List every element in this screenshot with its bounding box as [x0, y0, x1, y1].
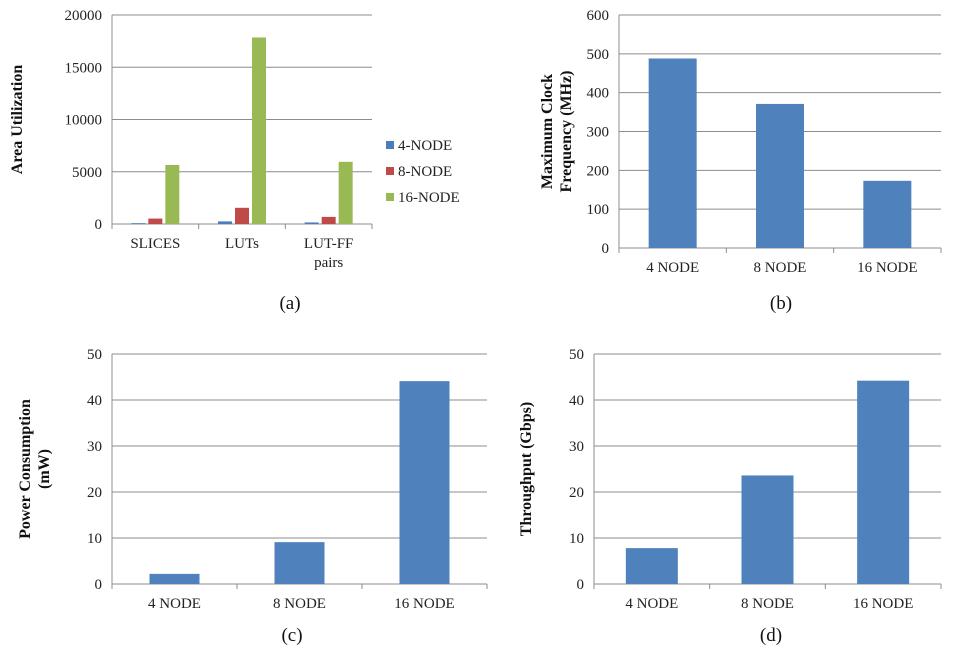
bar-value-2	[399, 381, 450, 584]
y-tick-label: 300	[587, 125, 610, 141]
legend-label: 4-NODE	[398, 138, 452, 154]
x-tick-label: pairs	[314, 255, 343, 271]
legend-label: 16-NODE	[398, 190, 460, 206]
legend-swatch	[386, 193, 394, 201]
y-tick-label: 100	[587, 202, 610, 218]
chart-c: 0 10 20 30 40 50 4 NODE 8 NODE 16 NODE Power Cons…	[17, 347, 488, 646]
chart-d: 0 10 20 30 40 50 4 NODE 8 NODE 16 NODE Throughput…	[518, 347, 942, 646]
x-tick-label: 4 NODE	[625, 596, 678, 612]
y-tick-label: 200	[587, 163, 610, 179]
bar-8-node-1	[235, 207, 249, 224]
x-tick-label: 16 NODE	[853, 596, 913, 612]
bar-value-1	[756, 103, 804, 248]
bar-value-1	[274, 542, 325, 584]
y-tick-label: 0	[602, 241, 610, 257]
y-axis-title: Frequency (MHz)	[558, 71, 575, 193]
y-tick-label: 20	[87, 485, 102, 501]
x-tick-label: 4 NODE	[148, 596, 201, 612]
legend-swatch	[386, 141, 394, 149]
y-tick-label: 400	[587, 86, 610, 102]
y-axis-title: Area Utilization	[9, 65, 26, 175]
y-tick-label: 10	[87, 531, 102, 547]
panel-caption: (a)	[279, 293, 300, 314]
bar-16-node-0	[165, 164, 180, 224]
y-tick-label: 30	[569, 439, 584, 455]
panel-caption: (b)	[770, 293, 792, 314]
y-tick-label: 20	[569, 485, 584, 501]
y-tick-label: 30	[87, 439, 102, 455]
y-tick-label: 5000	[72, 165, 102, 181]
y-tick-label: 40	[569, 393, 584, 409]
x-tick-label: 8 NODE	[754, 260, 807, 276]
chart-a: 0 5000 10000 15000 20000 SLICES LUTs LUT-FF pair…	[9, 8, 460, 314]
y-tick-label: 50	[87, 347, 102, 363]
y-axis-title: Maximum Clock	[539, 74, 556, 189]
y-tick-label: 500	[587, 47, 610, 63]
x-tick-label: 4 NODE	[646, 260, 699, 276]
bar-4-node-0	[131, 223, 146, 224]
panel-caption: (c)	[281, 625, 302, 646]
bar-8-node-0	[148, 218, 163, 224]
y-tick-label: 600	[587, 8, 610, 24]
y-tick-label: 20000	[65, 8, 103, 24]
y-tick-label: 50	[569, 347, 584, 363]
legend-swatch	[386, 167, 394, 175]
y-axis-title: Throughput (Gbps)	[518, 402, 535, 536]
y-tick-label: 0	[95, 217, 103, 233]
x-tick-label: LUTs	[225, 236, 259, 252]
y-tick-label: 0	[577, 577, 585, 593]
y-tick-label: 15000	[65, 60, 103, 76]
y-tick-label: 40	[87, 393, 102, 409]
bar-4-node-2	[304, 222, 319, 224]
bar-value-0	[149, 573, 200, 584]
legend-label: 8-NODE	[398, 164, 452, 180]
x-tick-label: 8 NODE	[741, 596, 794, 612]
bar-4-node-1	[218, 221, 232, 224]
y-axis-title: (mW)	[36, 449, 53, 489]
x-tick-label: LUT-FF	[304, 236, 353, 252]
chart-b: 0 100 200 300 400 500 600 4 NODE 8 NODE 16 NODE Ma…	[539, 8, 942, 314]
bar-16-node-2	[338, 161, 353, 224]
bar-value-1	[741, 475, 794, 584]
x-tick-label: 8 NODE	[273, 596, 326, 612]
y-axis-title: Power Consumption	[17, 399, 34, 539]
bar-value-0	[648, 58, 697, 248]
bar-16-node-1	[252, 37, 266, 224]
y-tick-label: 10000	[65, 113, 103, 129]
x-tick-label: 16 NODE	[394, 596, 454, 612]
panel-caption: (d)	[760, 625, 782, 646]
x-tick-label: 16 NODE	[857, 260, 917, 276]
y-tick-label: 0	[95, 577, 103, 593]
bar-8-node-2	[321, 216, 336, 224]
x-tick-label: SLICES	[130, 236, 180, 252]
bar-value-2	[863, 180, 912, 248]
y-tick-label: 10	[569, 531, 584, 547]
bar-value-2	[857, 380, 910, 584]
bar-value-0	[625, 548, 678, 584]
